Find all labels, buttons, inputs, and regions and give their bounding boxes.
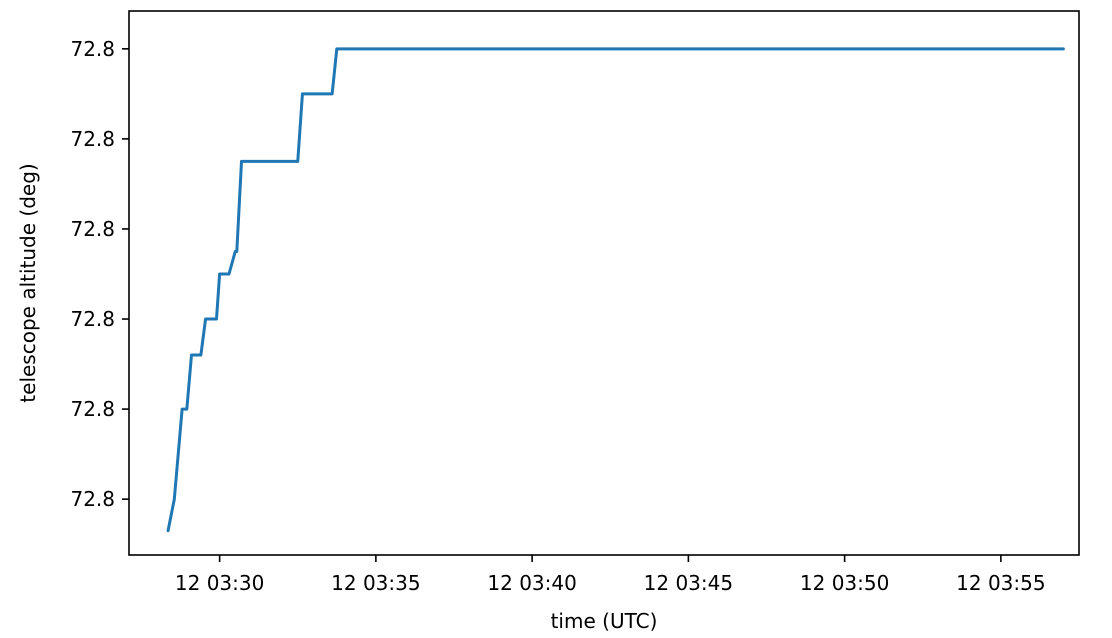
y-tick-label: 72.8 [70,487,115,511]
altitude-series-line [166,47,1065,533]
x-tick-label: 12 03:30 [175,571,264,595]
y-tick-label: 72.8 [70,127,115,151]
y-axis-ticks: 72.8 72.8 72.8 72.8 72.8 72.8 [70,37,129,511]
y-tick-label: 72.8 [70,217,115,241]
x-axis-label: time (UTC) [551,609,658,633]
x-tick-label: 12 03:35 [331,571,420,595]
x-axis-ticks: 12 03:30 12 03:35 12 03:40 12 03:45 12 03:50… [175,555,1046,595]
y-axis-label: telescope altitude (deg) [16,163,40,402]
y-tick-label: 72.8 [70,397,115,421]
y-tick-label: 72.8 [70,307,115,331]
x-tick-label: 12 03:55 [956,571,1045,595]
x-tick-label: 12 03:45 [644,571,733,595]
y-tick-label: 72.8 [70,37,115,61]
plot-area [128,10,1080,556]
x-tick-label: 12 03:40 [487,571,576,595]
x-tick-label: 12 03:50 [800,571,889,595]
